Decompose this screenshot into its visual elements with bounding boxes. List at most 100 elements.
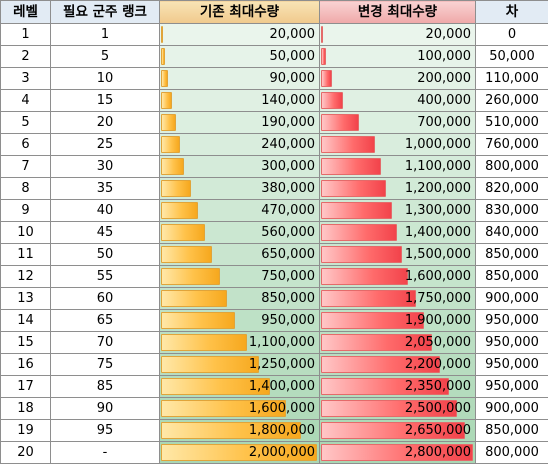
cell-level: 6 bbox=[1, 134, 51, 156]
cell-level: 1 bbox=[1, 24, 51, 46]
cell-rank: 65 bbox=[51, 310, 160, 332]
cell-diff: 760,000 bbox=[476, 134, 548, 156]
cell-diff: 950,000 bbox=[476, 376, 548, 398]
cell-rank: 30 bbox=[51, 156, 160, 178]
cell-diff: 510,000 bbox=[476, 112, 548, 134]
cell-diff: 840,000 bbox=[476, 222, 548, 244]
cell-level: 17 bbox=[1, 376, 51, 398]
cell-level: 10 bbox=[1, 222, 51, 244]
cell-diff: 950,000 bbox=[476, 310, 548, 332]
cell-level: 5 bbox=[1, 112, 51, 134]
cell-base-max: 950,000 bbox=[160, 310, 320, 332]
base-value: 650,000 bbox=[160, 244, 319, 265]
cell-diff: 50,000 bbox=[476, 46, 548, 68]
new-value: 20,000 bbox=[320, 24, 475, 45]
cell-level: 20 bbox=[1, 442, 51, 464]
cell-rank: 60 bbox=[51, 288, 160, 310]
cell-base-max: 240,000 bbox=[160, 134, 320, 156]
cell-new-max: 2,050,000 bbox=[320, 332, 476, 354]
base-value: 190,000 bbox=[160, 112, 319, 133]
cell-rank: 75 bbox=[51, 354, 160, 376]
base-value: 1,600,000 bbox=[160, 398, 319, 419]
base-value: 1,400,000 bbox=[160, 376, 319, 397]
cell-diff: 820,000 bbox=[476, 178, 548, 200]
cell-level: 14 bbox=[1, 310, 51, 332]
new-value: 2,500,000 bbox=[320, 398, 475, 419]
cell-rank: 45 bbox=[51, 222, 160, 244]
cell-base-max: 380,000 bbox=[160, 178, 320, 200]
cell-rank: 40 bbox=[51, 200, 160, 222]
cell-rank: 20 bbox=[51, 112, 160, 134]
cell-base-max: 560,000 bbox=[160, 222, 320, 244]
cell-new-max: 1,600,000 bbox=[320, 266, 476, 288]
new-value: 1,200,000 bbox=[320, 178, 475, 199]
cell-base-max: 1,600,000 bbox=[160, 398, 320, 420]
cell-diff: 800,000 bbox=[476, 442, 548, 464]
cell-diff: 260,000 bbox=[476, 90, 548, 112]
base-value: 300,000 bbox=[160, 156, 319, 177]
new-value: 1,750,000 bbox=[320, 288, 475, 309]
cell-base-max: 1,100,000 bbox=[160, 332, 320, 354]
cell-new-max: 400,000 bbox=[320, 90, 476, 112]
cell-new-max: 2,500,000 bbox=[320, 398, 476, 420]
header-level: 레벨 bbox=[1, 1, 51, 24]
cell-level: 16 bbox=[1, 354, 51, 376]
new-value: 200,000 bbox=[320, 68, 475, 89]
cell-base-max: 2,000,000 bbox=[160, 442, 320, 464]
cell-rank: 70 bbox=[51, 332, 160, 354]
cell-rank: 1 bbox=[51, 24, 160, 46]
cell-new-max: 1,750,000 bbox=[320, 288, 476, 310]
cell-rank: 25 bbox=[51, 134, 160, 156]
new-value: 100,000 bbox=[320, 46, 475, 67]
cell-new-max: 200,000 bbox=[320, 68, 476, 90]
header-new-max: 변경 최대수량 bbox=[320, 1, 476, 24]
new-value: 2,350,000 bbox=[320, 376, 475, 397]
cell-level: 13 bbox=[1, 288, 51, 310]
cell-level: 18 bbox=[1, 398, 51, 420]
new-value: 400,000 bbox=[320, 90, 475, 111]
cell-diff: 110,000 bbox=[476, 68, 548, 90]
base-value: 1,100,000 bbox=[160, 332, 319, 353]
cell-level: 3 bbox=[1, 68, 51, 90]
cell-base-max: 300,000 bbox=[160, 156, 320, 178]
cell-new-max: 1,500,000 bbox=[320, 244, 476, 266]
cell-diff: 850,000 bbox=[476, 420, 548, 442]
new-value: 1,000,000 bbox=[320, 134, 475, 155]
cell-base-max: 650,000 bbox=[160, 244, 320, 266]
new-value: 1,600,000 bbox=[320, 266, 475, 287]
cell-level: 2 bbox=[1, 46, 51, 68]
cell-level: 4 bbox=[1, 90, 51, 112]
cell-new-max: 2,800,000 bbox=[320, 442, 476, 464]
base-value: 380,000 bbox=[160, 178, 319, 199]
base-value: 750,000 bbox=[160, 266, 319, 287]
cell-diff: 850,000 bbox=[476, 266, 548, 288]
cell-diff: 950,000 bbox=[476, 354, 548, 376]
cell-level: 7 bbox=[1, 156, 51, 178]
cell-base-max: 470,000 bbox=[160, 200, 320, 222]
cell-level: 11 bbox=[1, 244, 51, 266]
cell-rank: 85 bbox=[51, 376, 160, 398]
base-value: 1,800,000 bbox=[160, 420, 319, 441]
base-value: 950,000 bbox=[160, 310, 319, 331]
cell-base-max: 20,000 bbox=[160, 24, 320, 46]
new-value: 2,650,000 bbox=[320, 420, 475, 441]
base-value: 20,000 bbox=[160, 24, 319, 45]
cell-base-max: 1,250,000 bbox=[160, 354, 320, 376]
new-value: 2,050,000 bbox=[320, 332, 475, 353]
cell-new-max: 2,200,000 bbox=[320, 354, 476, 376]
cell-base-max: 140,000 bbox=[160, 90, 320, 112]
cell-level: 9 bbox=[1, 200, 51, 222]
header-row: 레벨 필요 군주 랭크 기존 최대수량 변경 최대수량 차 bbox=[1, 1, 548, 24]
new-value: 1,500,000 bbox=[320, 244, 475, 265]
